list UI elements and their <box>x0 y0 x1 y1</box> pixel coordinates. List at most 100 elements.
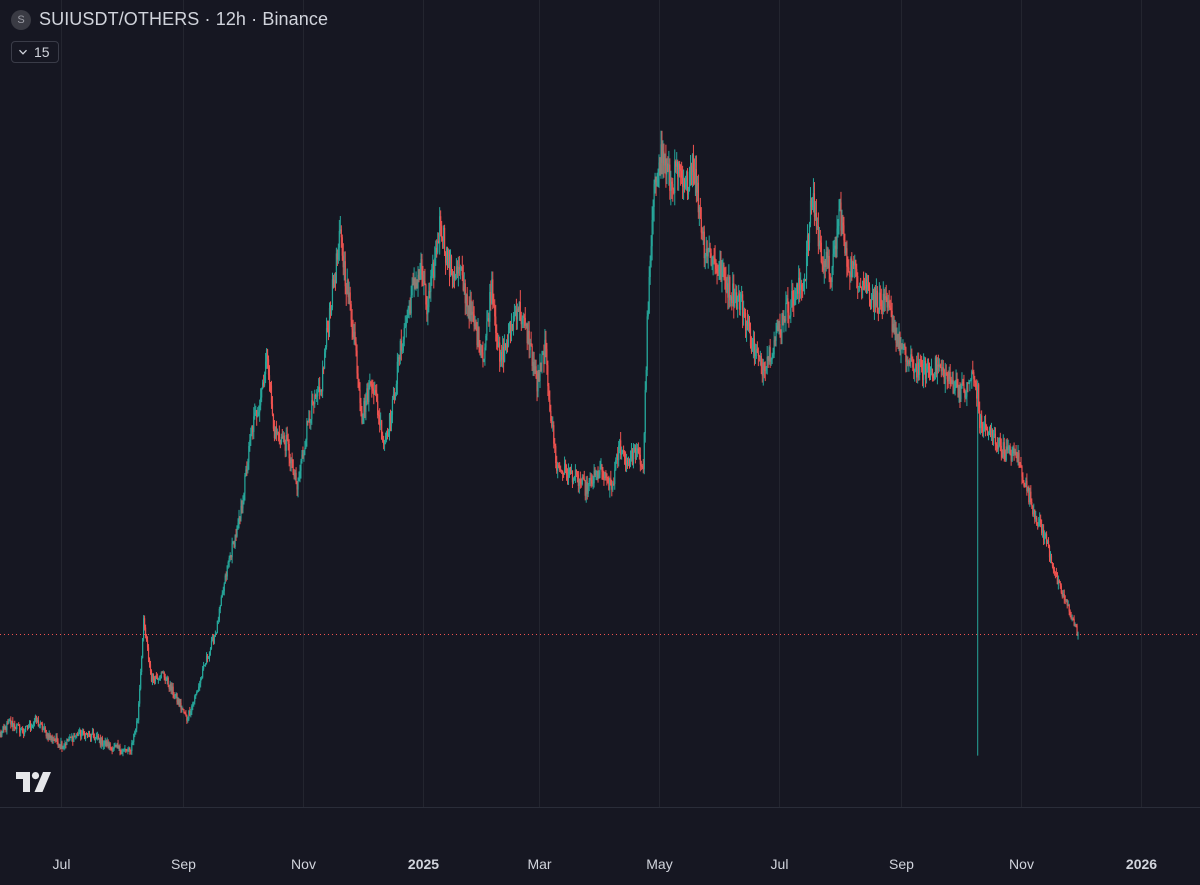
candle-body <box>646 316 648 370</box>
candle <box>976 379 978 407</box>
candle <box>837 219 839 238</box>
candle <box>429 282 431 299</box>
candle-body <box>569 467 572 474</box>
candle <box>790 299 792 324</box>
candle-body <box>610 478 612 486</box>
candle <box>936 357 938 385</box>
candle-body <box>503 343 506 362</box>
candle <box>655 176 657 197</box>
candle <box>956 372 958 388</box>
candle-body <box>0 733 1 735</box>
candle-body <box>234 535 236 548</box>
candle-body <box>93 736 96 740</box>
candle-body <box>208 651 211 658</box>
candle-body <box>221 593 223 598</box>
indicators-collapse-button[interactable]: 15 <box>11 41 59 63</box>
candle <box>0 729 2 738</box>
candle-body <box>103 743 105 745</box>
candle <box>101 735 103 747</box>
candle <box>926 358 929 373</box>
candle <box>631 448 634 466</box>
candle <box>713 248 715 265</box>
candle <box>1050 553 1053 564</box>
candle-body <box>858 286 860 288</box>
candle-body <box>452 272 455 278</box>
candle-body <box>271 404 274 415</box>
candle-body <box>386 432 389 437</box>
symbol-logo[interactable]: S <box>11 9 31 30</box>
candle-body <box>784 319 786 322</box>
candle-body <box>989 427 992 433</box>
candle-body <box>590 477 592 481</box>
candle-body <box>290 459 292 464</box>
candle <box>168 684 170 692</box>
candle <box>284 439 286 458</box>
candle-body <box>679 163 681 169</box>
candle <box>697 174 699 219</box>
candle-body <box>267 359 270 376</box>
candle-body <box>112 749 114 752</box>
candle <box>1005 439 1007 462</box>
candle-body <box>938 364 940 367</box>
candle <box>131 739 133 755</box>
candle-body <box>360 403 362 412</box>
candle <box>433 259 435 289</box>
candle-body <box>614 469 616 484</box>
candle <box>661 130 663 175</box>
candle-body <box>876 290 878 313</box>
candle <box>899 331 901 356</box>
candle-body <box>99 738 101 745</box>
candle <box>751 337 754 352</box>
candle <box>544 329 546 365</box>
candle <box>871 284 874 301</box>
candle <box>657 168 659 188</box>
candle <box>186 714 188 724</box>
candle <box>221 590 223 598</box>
candle <box>747 314 750 332</box>
candle <box>594 467 596 478</box>
candle <box>280 433 282 445</box>
candle <box>337 243 339 264</box>
candle-body <box>775 331 777 341</box>
symbol-title[interactable]: SUIUSDT/OTHERS · 12h · Binance <box>39 9 329 29</box>
candle <box>107 739 109 749</box>
candle <box>1051 562 1054 569</box>
candle <box>1 730 3 738</box>
candle-body <box>413 278 415 285</box>
candle <box>902 339 904 354</box>
candle-body <box>684 180 687 188</box>
candle-body <box>29 723 32 728</box>
candle-body <box>247 462 249 471</box>
candle-body <box>393 394 396 400</box>
candle-body <box>310 419 312 423</box>
candle <box>383 439 386 451</box>
candle <box>339 216 341 234</box>
candle-body <box>513 315 516 317</box>
candle-body <box>694 169 697 184</box>
candle <box>958 384 960 403</box>
candle <box>342 243 344 276</box>
candle-body <box>532 361 534 366</box>
candle <box>1010 449 1012 466</box>
tradingview-logo[interactable] <box>16 772 52 792</box>
candle-body <box>338 231 340 248</box>
candle <box>143 615 146 631</box>
candle <box>318 378 320 393</box>
candle-body <box>478 327 480 349</box>
candle-body <box>792 290 794 300</box>
candle-body <box>182 709 184 711</box>
candle <box>938 358 940 372</box>
candle-body <box>161 672 163 674</box>
candle <box>49 732 51 741</box>
candle-body <box>1044 534 1047 536</box>
candle-body <box>517 308 519 312</box>
candle <box>390 410 393 432</box>
candle <box>1015 444 1017 459</box>
candle <box>903 343 905 351</box>
candle <box>875 278 877 308</box>
candle <box>119 743 121 756</box>
candle <box>1063 589 1065 604</box>
candle <box>33 717 36 727</box>
candle <box>167 676 169 688</box>
